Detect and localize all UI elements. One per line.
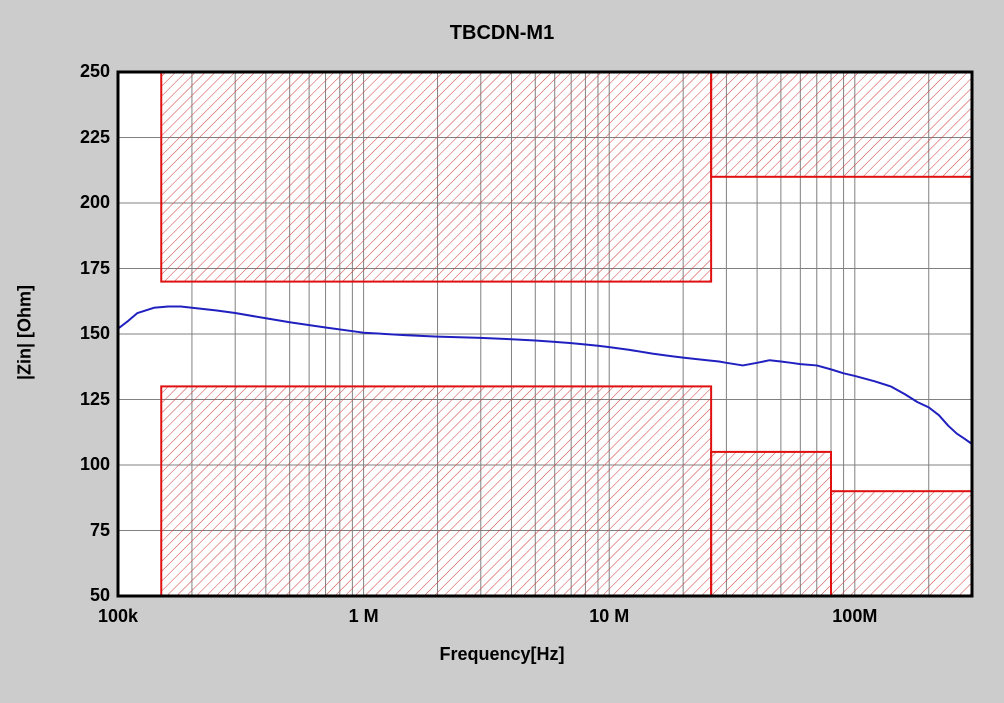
tick-label: 100 bbox=[60, 454, 110, 475]
tick-label: 250 bbox=[60, 61, 110, 82]
tick-label: 225 bbox=[60, 127, 110, 148]
tick-label: 1 M bbox=[324, 606, 404, 627]
tick-label: 150 bbox=[60, 323, 110, 344]
tick-label: 50 bbox=[60, 585, 110, 606]
tick-label: 200 bbox=[60, 192, 110, 213]
chart-container: TBCDN-M1 |Zin| [Ohm] Frequency[Hz] 50751… bbox=[0, 0, 1004, 703]
plot-area bbox=[0, 0, 1004, 703]
tick-label: 100M bbox=[815, 606, 895, 627]
tick-label: 100k bbox=[78, 606, 158, 627]
tick-label: 75 bbox=[60, 520, 110, 541]
tick-label: 175 bbox=[60, 258, 110, 279]
tick-label: 125 bbox=[60, 389, 110, 410]
tick-label: 10 M bbox=[569, 606, 649, 627]
